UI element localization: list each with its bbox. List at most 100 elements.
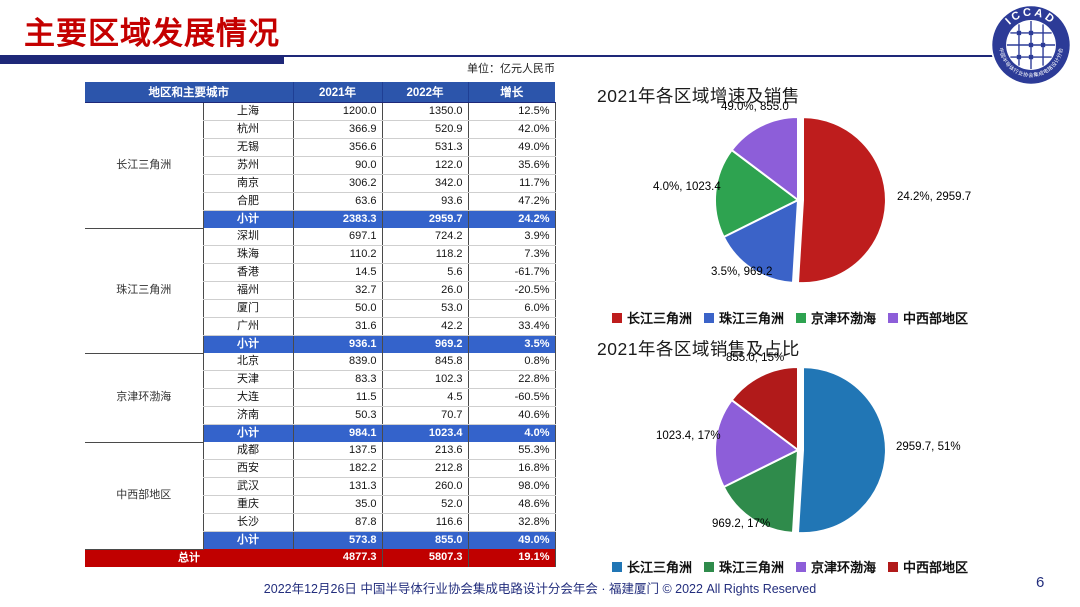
value-cell: 11.7%	[468, 174, 556, 193]
city-cell: 成都	[202, 442, 294, 460]
value-cell: 35.6%	[468, 156, 556, 175]
value-cell: 31.6	[293, 317, 383, 336]
value-cell: 102.3	[382, 370, 469, 389]
city-cell: 北京	[202, 353, 294, 371]
pie1-slice-中西部地区	[730, 115, 799, 203]
value-cell: 49.0%	[468, 138, 556, 157]
city-cell: 大连	[202, 388, 294, 407]
table-row-subtotal: 小计 936.1 969.2 3.5%	[85, 335, 556, 353]
value-cell: -61.7%	[468, 263, 556, 282]
region-cell: 中西部地区	[85, 442, 203, 550]
pie1-slice-京津环渤海	[714, 148, 800, 239]
city-cell: 天津	[202, 370, 294, 389]
legend-item: 中西部地区	[888, 557, 968, 576]
legend-label: 京津环渤海	[811, 311, 877, 326]
city-cell: 合肥	[202, 192, 294, 211]
legend-1: 长江三角洲 珠江三角洲 京津环渤海 中西部地区	[590, 308, 990, 327]
legend-swatch-icon	[703, 561, 714, 572]
region-cell: 京津环渤海	[85, 353, 203, 443]
pie2-datalabel-yangtze: 2959.7, 51%	[896, 441, 961, 453]
legend-swatch-icon	[703, 312, 714, 323]
legend-label: 中西部地区	[903, 311, 969, 326]
value-cell: 260.0	[382, 477, 469, 496]
pie1-slice-珠江三角洲	[722, 198, 800, 284]
value-cell: 212.8	[382, 459, 469, 478]
subtotal-label-cell: 小计	[202, 424, 294, 442]
value-cell: 55.3%	[468, 442, 556, 460]
chart2-title: 2021年各区域销售及占比	[597, 339, 800, 359]
value-cell: 697.1	[293, 228, 383, 246]
value-cell: 16.8%	[468, 459, 556, 478]
city-cell: 广州	[202, 317, 294, 336]
table-row-subtotal: 小计 2383.3 2959.7 24.2%	[85, 210, 556, 228]
iccad-logo-icon: ICCAD 中国半导体行业协会集成电路设计分会	[990, 4, 1072, 86]
page-title: 主要区域发展情况	[24, 16, 280, 51]
value-cell: 50.3	[293, 406, 383, 425]
city-cell: 苏州	[202, 156, 294, 175]
pie-chart-1	[714, 115, 887, 285]
value-cell: 48.6%	[468, 495, 556, 514]
region-table-body: 长江三角洲 上海 1200.0 1350.0 12.5% 杭州 366.9 520.9 42.0…	[85, 102, 556, 567]
table-header-row: 地区和主要城市 2021年 2022年 增长	[85, 82, 555, 103]
col-header-region-city: 地区和主要城市	[85, 82, 293, 103]
pie2-datalabel-central: 855.0, 15%	[726, 352, 785, 364]
city-cell: 深圳	[202, 228, 294, 246]
value-cell: 356.6	[293, 138, 383, 157]
legend-item: 京津环渤海	[796, 308, 876, 327]
legend-swatch-icon	[796, 312, 806, 323]
table-row: 大连 11.5 4.5 -60.5%	[85, 388, 556, 407]
city-cell: 西安	[202, 459, 294, 478]
table-row: 福州 32.7 26.0 -20.5%	[85, 281, 556, 300]
city-cell: 长沙	[202, 513, 294, 532]
value-cell: 213.6	[382, 442, 469, 460]
value-cell: 63.6	[293, 192, 383, 211]
value-cell: 40.6%	[468, 406, 556, 425]
legend-swatch-icon	[611, 561, 622, 572]
subtotal-label-cell: 小计	[202, 210, 294, 228]
col-header-growth: 增长	[467, 82, 555, 103]
table-row: 西安 182.2 212.8 16.8%	[85, 459, 556, 478]
legend-item: 京津环渤海	[796, 557, 876, 576]
pie1-datalabel-bohai: 4.0%, 1023.4	[653, 181, 721, 193]
table-row: 合肥 63.6 93.6 47.2%	[85, 192, 556, 211]
city-cell: 武汉	[202, 477, 294, 496]
city-cell: 重庆	[202, 495, 294, 514]
subtotal-value-cell: 3.5%	[468, 335, 556, 353]
value-cell: 35.0	[293, 495, 383, 514]
city-cell: 南京	[202, 174, 294, 193]
subtotal-value-cell: 4.0%	[468, 424, 556, 442]
value-cell: 32.7	[293, 281, 383, 300]
subtotal-value-cell: 24.2%	[468, 210, 556, 228]
value-cell: 531.3	[382, 138, 469, 157]
legend-label: 京津环渤海	[811, 560, 877, 575]
subtotal-value-cell: 2383.3	[293, 210, 383, 228]
value-cell: 520.9	[382, 120, 469, 139]
value-cell: 1350.0	[382, 102, 469, 121]
value-cell: 0.8%	[468, 353, 556, 371]
value-cell: 93.6	[382, 192, 469, 211]
table-row-total: 总计 4877.3 5807.3 19.1%	[85, 549, 556, 567]
value-cell: 6.0%	[468, 299, 556, 318]
value-cell: 52.0	[382, 495, 469, 514]
table-row: 珠江三角洲 深圳 697.1 724.2 3.9%	[85, 228, 556, 354]
value-cell: 4.5	[382, 388, 469, 407]
region-cell: 珠江三角洲	[85, 228, 203, 354]
table-row: 京津环渤海 北京 839.0 845.8 0.8%	[85, 353, 556, 443]
value-cell: 118.2	[382, 245, 469, 264]
total-value-cell: 4877.3	[293, 549, 383, 567]
table-row: 长江三角洲 上海 1200.0 1350.0 12.5%	[85, 102, 556, 229]
value-cell: 90.0	[293, 156, 383, 175]
legend-2: 长江三角洲 珠江三角洲 京津环渤海 中西部地区	[590, 557, 990, 576]
title-underline-line	[284, 55, 1000, 57]
pie1-slice-长江三角洲	[796, 116, 887, 285]
region-table: 地区和主要城市 2021年 2022年 增长 长江三角洲 上海 1200.0 1350…	[85, 82, 556, 567]
pie1-datalabel-pearl: 3.5%, 969.2	[711, 266, 773, 278]
logo-circuit-nodes	[1016, 30, 1046, 60]
subtotal-value-cell: 969.2	[382, 335, 469, 353]
table-row: 长沙 87.8 116.6 32.8%	[85, 513, 556, 532]
pie2-slice-京津环渤海	[714, 398, 800, 489]
table-row-subtotal: 小计 984.1 1023.4 4.0%	[85, 424, 556, 442]
value-cell: 137.5	[293, 442, 383, 460]
table-row: 南京 306.2 342.0 11.7%	[85, 174, 556, 193]
